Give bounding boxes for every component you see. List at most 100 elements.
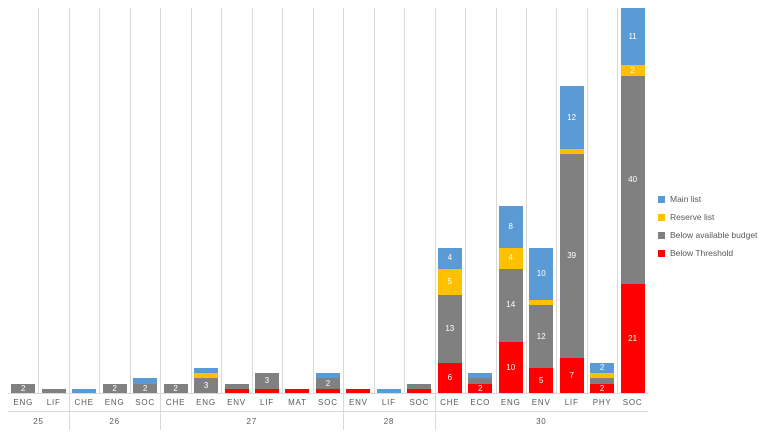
segment-reserve-list [559, 148, 584, 155]
category-label: ENG [104, 398, 125, 407]
group-label: 28 [343, 394, 434, 432]
category-gridline [282, 8, 284, 394]
segment-below-threshold: 5 [529, 367, 554, 394]
bar-column [221, 8, 251, 394]
segment-reserve-list [529, 300, 554, 306]
axis-separator-mid [8, 411, 648, 412]
segment-below-threshold [254, 388, 279, 394]
category-label: SOC [622, 398, 643, 407]
category-label: ECO [470, 398, 491, 407]
bar-column [282, 8, 312, 394]
stacked-bar[interactable] [224, 383, 249, 394]
segment-below-available-budget: 39 [559, 154, 584, 358]
category-label: SOC [318, 398, 338, 407]
stacked-bar[interactable]: 4 5 13 6 [437, 247, 462, 394]
segment-below-available-budget [41, 388, 66, 394]
legend-swatch-icon [658, 195, 665, 203]
category-label: CHE [440, 398, 460, 407]
bars-container: 2 2 2 2 3 3 2 4 5 13 6 2 8 4 14 10 10 12 5 12 39 7 2 2 11 2 40 21 [8, 8, 648, 394]
legend-swatch-icon [658, 249, 665, 257]
stacked-bar[interactable]: 2 [11, 383, 36, 394]
group-gridline [68, 8, 70, 394]
segment-reserve-list: 5 [437, 268, 462, 295]
category-gridline [617, 8, 619, 394]
bar-column: 12 39 7 [556, 8, 586, 394]
segment-below-available-budget: 13 [437, 294, 462, 363]
stacked-bar[interactable]: 12 39 7 [559, 86, 584, 394]
category-gridline [129, 8, 131, 394]
segment-below-threshold: 2 [590, 383, 615, 394]
segment-reserve-list: 4 [498, 247, 523, 269]
category-gridline [465, 8, 467, 394]
segment-below-available-budget [590, 378, 615, 384]
legend-item[interactable]: Below available budget [658, 226, 762, 244]
stacked-bar[interactable] [72, 388, 97, 394]
legend-label: Below available budget [670, 230, 758, 240]
category-axis-labels: ENG LIF CHE ENG SOC CHE ENG ENV LIF MAT SOC ENV LIF S… [8, 394, 648, 412]
legend-item[interactable]: Reserve list [658, 208, 762, 226]
bar-column [38, 8, 68, 394]
legend-item[interactable]: Main list [658, 190, 762, 208]
group-label: 30 [434, 394, 648, 432]
bar-column: 2 [160, 8, 190, 394]
category-label: PHY [592, 398, 612, 407]
segment-below-threshold: 10 [498, 341, 523, 394]
category-gridline [404, 8, 406, 394]
plot-area: 2 2 2 2 3 3 2 4 5 13 6 2 8 4 14 10 10 12 5 12 39 7 2 2 11 2 40 21 [8, 8, 648, 394]
category-label: LIF [564, 398, 579, 407]
bar-column [404, 8, 434, 394]
bar-column [373, 8, 404, 394]
stacked-bar[interactable]: 11 2 40 21 [620, 8, 645, 394]
segment-main-list: 12 [559, 86, 584, 149]
stacked-bar[interactable] [346, 388, 371, 394]
stacked-bar[interactable]: 8 4 14 10 [498, 206, 523, 394]
category-label: MAT [288, 398, 307, 407]
stacked-bar[interactable] [285, 388, 310, 394]
segment-below-available-budget: 2 [133, 383, 158, 394]
category-gridline [312, 8, 314, 394]
segment-below-available-budget: 40 [620, 75, 645, 285]
category-gridline [99, 8, 101, 394]
bar-column: 2 [8, 8, 38, 394]
stacked-bar[interactable]: 2 [102, 383, 127, 394]
stacked-bar[interactable]: 3 [254, 373, 279, 394]
segment-below-available-budget: 12 [529, 305, 554, 368]
segment-reserve-list [590, 373, 615, 379]
segment-below-threshold: 7 [559, 357, 584, 394]
segment-below-threshold [285, 388, 310, 394]
group-label: 25 [33, 417, 44, 426]
stacked-bar[interactable] [41, 388, 66, 394]
bar-column [343, 8, 373, 394]
segment-below-available-budget [407, 383, 432, 389]
stacked-bar[interactable]: 2 [468, 373, 493, 394]
stacked-bar[interactable]: 2 [133, 378, 158, 394]
legend-label: Reserve list [670, 212, 715, 222]
bar-column: 2 [465, 8, 495, 394]
bar-column: 2 [312, 8, 343, 394]
segment-main-list [468, 373, 493, 379]
segment-below-threshold: 6 [437, 362, 462, 394]
stacked-bar[interactable]: 3 [194, 367, 219, 394]
bar-column: 2 [99, 8, 129, 394]
group-gridline [434, 8, 436, 394]
segment-main-list [315, 373, 340, 379]
segment-below-available-budget: 2 [11, 383, 36, 394]
stacked-bar[interactable] [407, 383, 432, 394]
segment-below-available-budget: 3 [254, 373, 279, 389]
category-gridline [586, 8, 588, 394]
bar-column: 10 12 5 [525, 8, 556, 394]
segment-below-threshold [407, 388, 432, 394]
segment-main-list [194, 367, 219, 374]
segment-below-available-budget [224, 383, 249, 389]
category-gridline [251, 8, 253, 394]
segment-reserve-list [194, 373, 219, 379]
legend-label: Main list [670, 194, 702, 204]
category-label: ENV [531, 398, 551, 407]
legend-item[interactable]: Below Threshold [658, 244, 762, 262]
stacked-bar[interactable]: 2 [315, 373, 340, 394]
stacked-bar[interactable]: 10 12 5 [529, 247, 554, 394]
group-label: 27 [160, 394, 343, 432]
stacked-bar[interactable] [376, 388, 401, 394]
stacked-bar[interactable]: 2 [163, 383, 188, 394]
